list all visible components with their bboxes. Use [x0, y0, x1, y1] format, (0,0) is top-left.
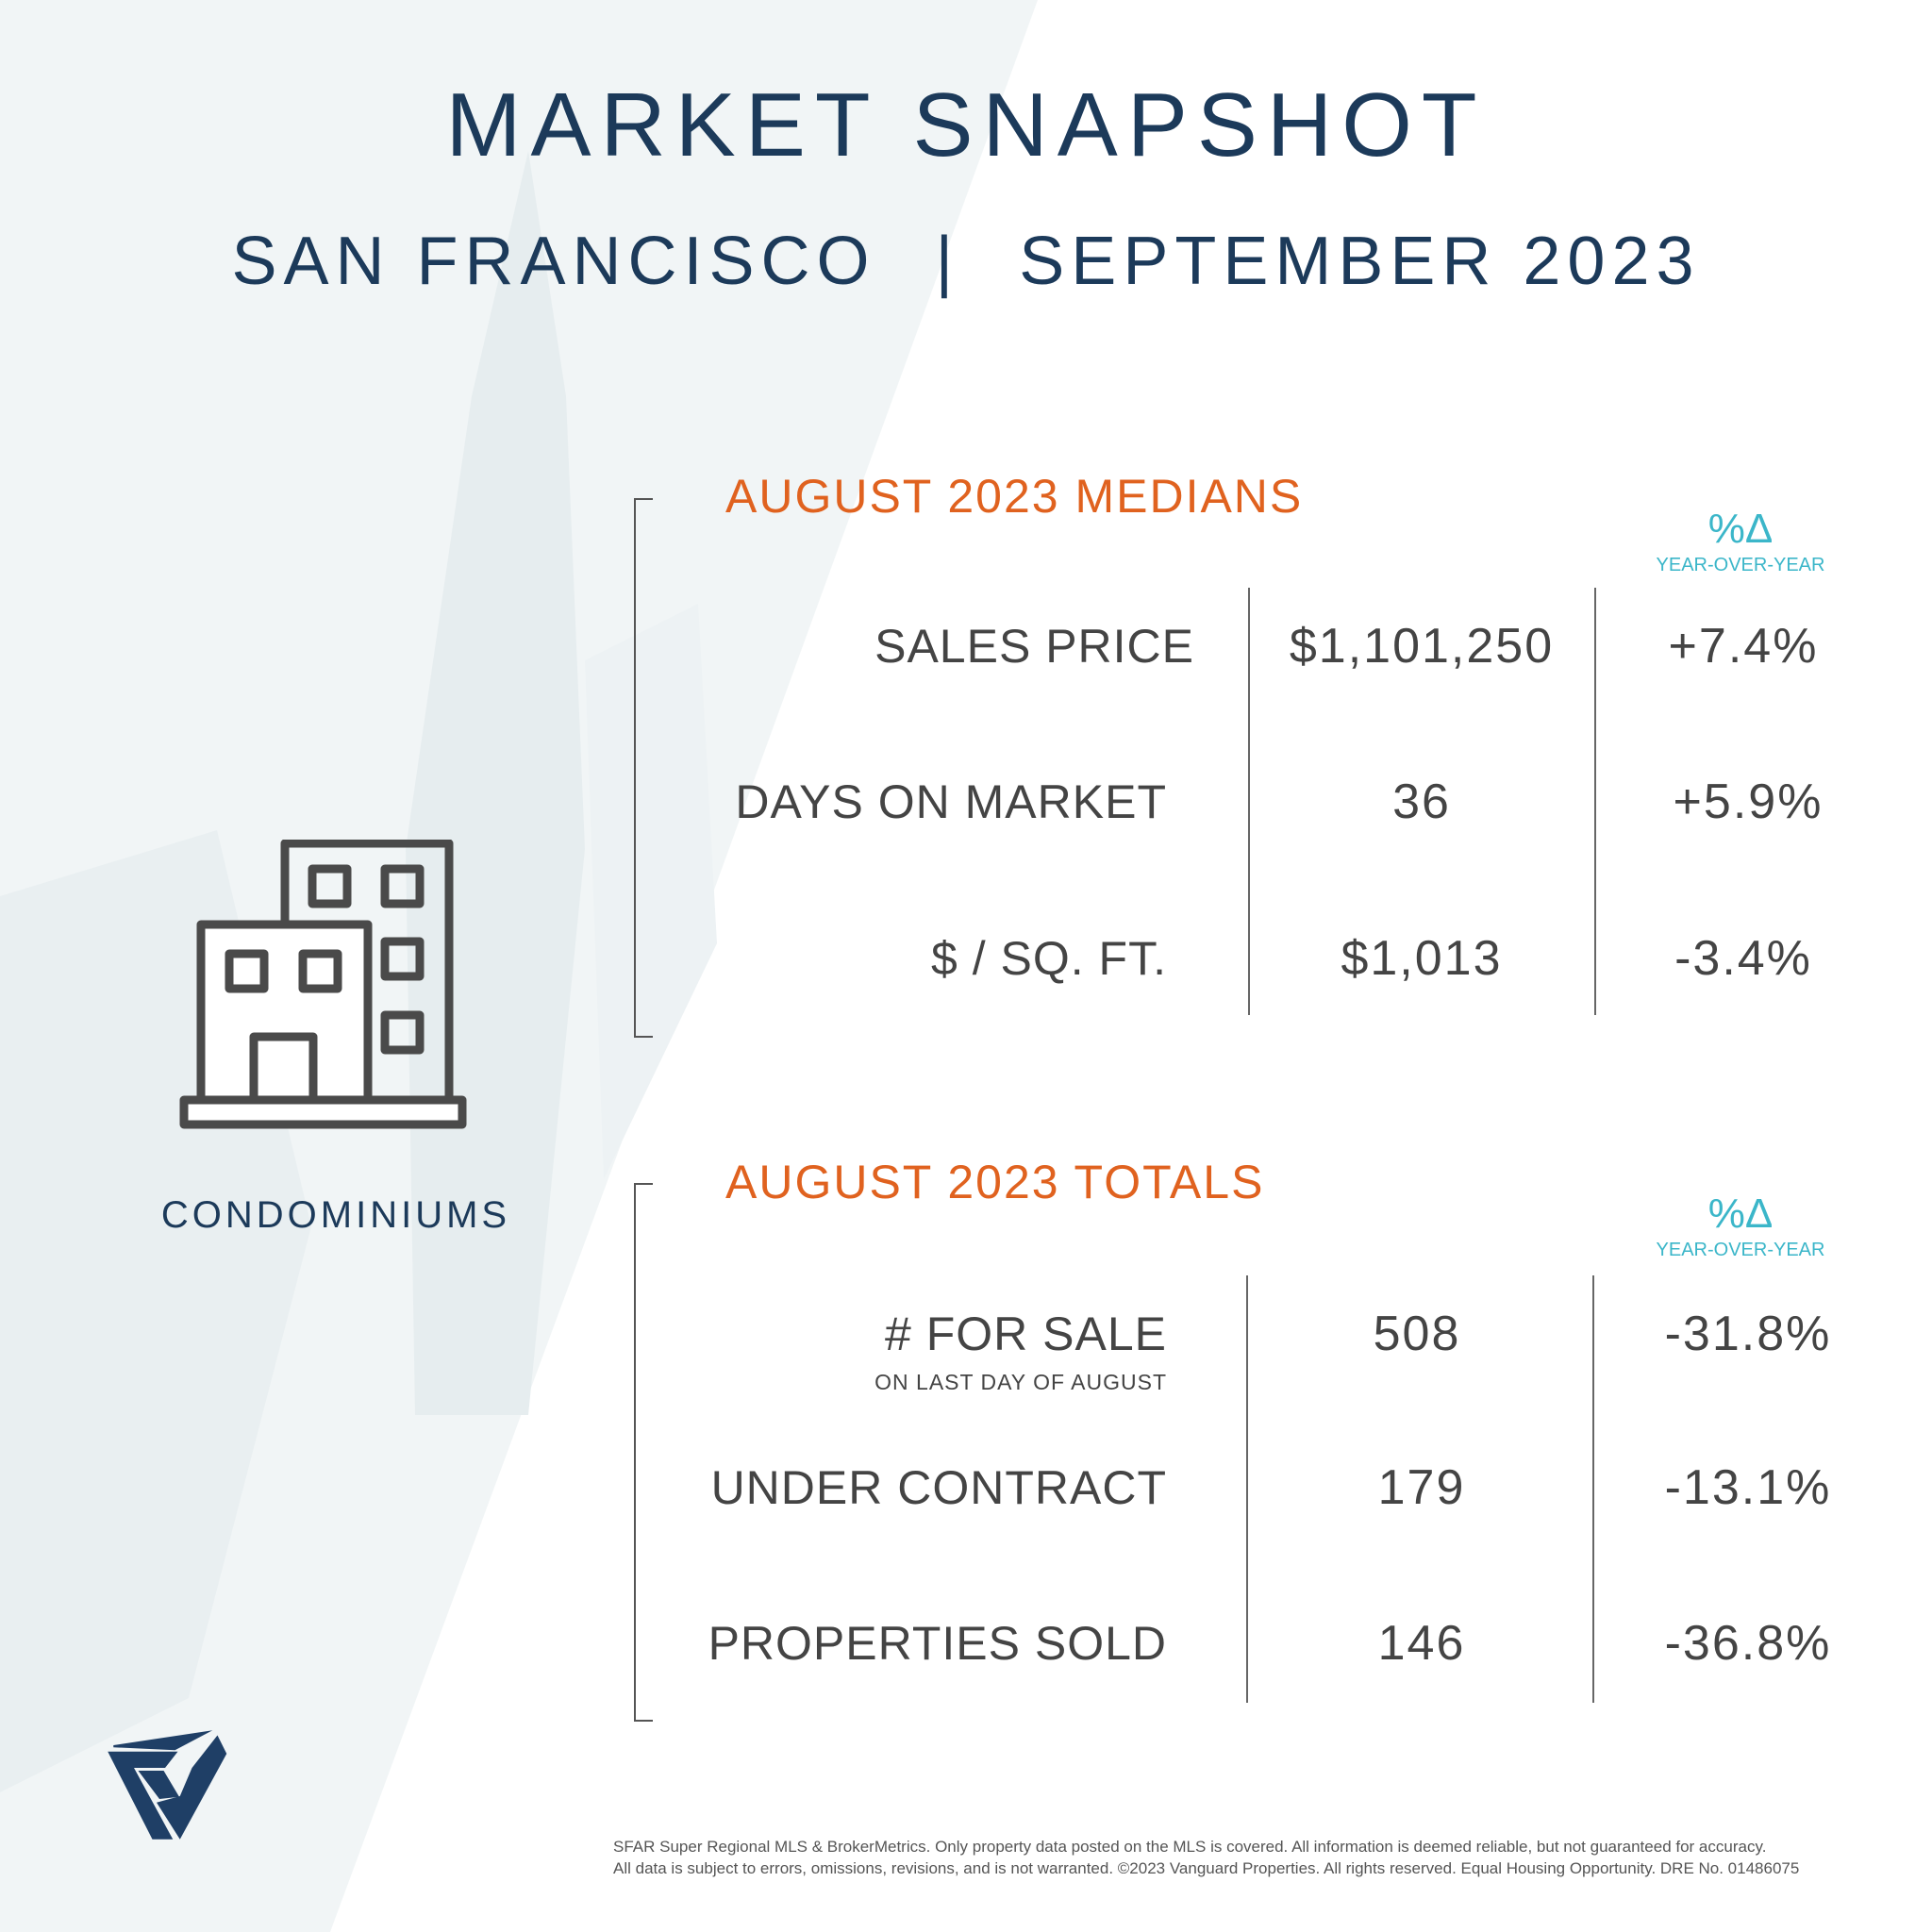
metric-label: UNDER CONTRACT — [710, 1461, 1167, 1514]
metric-value: 179 — [1377, 1460, 1466, 1515]
disclaimer-line: SFAR Super Regional MLS & BrokerMetrics.… — [613, 1838, 1767, 1856]
city: SAN FRANCISCO — [231, 224, 876, 299]
metric-value: 508 — [1373, 1307, 1461, 1361]
totals-bracket — [634, 1183, 653, 1722]
period: SEPTEMBER 2023 — [1019, 224, 1701, 299]
divider — [1592, 1275, 1594, 1703]
medians-delta-header: %Δ YEAR-OVER-YEAR — [1637, 506, 1844, 576]
divider — [1248, 588, 1250, 1015]
property-type-label: CONDOMINIUMS — [160, 1194, 511, 1236]
metric-value: $1,013 — [1341, 931, 1503, 986]
medians-heading: AUGUST 2023 MEDIANS — [725, 470, 1304, 523]
divider — [1246, 1275, 1248, 1703]
medians-bracket — [634, 498, 653, 1038]
metric-label: $ / SQ. FT. — [931, 932, 1167, 985]
metric-change: -3.4% — [1674, 931, 1812, 986]
disclaimer: SFAR Super Regional MLS & BrokerMetrics.… — [613, 1836, 1799, 1879]
metric-label: PROPERTIES SOLD — [708, 1617, 1167, 1670]
divider — [1594, 588, 1596, 1015]
metric-change: -13.1% — [1664, 1460, 1832, 1515]
metric-sublabel: ON LAST DAY OF AUGUST — [874, 1370, 1167, 1394]
disclaimer-line: All data is subject to errors, omissions… — [613, 1859, 1800, 1877]
metric-value: 146 — [1377, 1616, 1466, 1671]
condo-building-icon — [179, 840, 467, 1129]
metric-value: 36 — [1392, 774, 1451, 829]
page-title: MARKET SNAPSHOT — [445, 75, 1487, 175]
year-over-year-label: YEAR-OVER-YEAR — [1656, 555, 1825, 575]
metric-label: SALES PRICE — [874, 620, 1194, 673]
totals-delta-header: %Δ YEAR-OVER-YEAR — [1637, 1191, 1844, 1261]
vanguard-logo-icon — [108, 1730, 227, 1840]
metric-label: # FOR SALE — [885, 1307, 1167, 1360]
metric-change: +7.4% — [1668, 619, 1819, 674]
totals-heading: AUGUST 2023 TOTALS — [725, 1156, 1265, 1208]
metric-value: $1,101,250 — [1289, 619, 1555, 674]
metric-change: +5.9% — [1673, 774, 1824, 829]
percent-delta-label: %Δ — [1707, 1191, 1774, 1237]
metric-change: -31.8% — [1664, 1307, 1832, 1361]
metric-label: DAYS ON MARKET — [735, 775, 1167, 828]
year-over-year-label: YEAR-OVER-YEAR — [1656, 1240, 1825, 1260]
page-subtitle: SAN FRANCISCO | SEPTEMBER 2023 — [0, 223, 1932, 300]
separator: | — [935, 224, 960, 299]
percent-delta-label: %Δ — [1707, 506, 1774, 552]
metric-change: -36.8% — [1664, 1616, 1832, 1671]
